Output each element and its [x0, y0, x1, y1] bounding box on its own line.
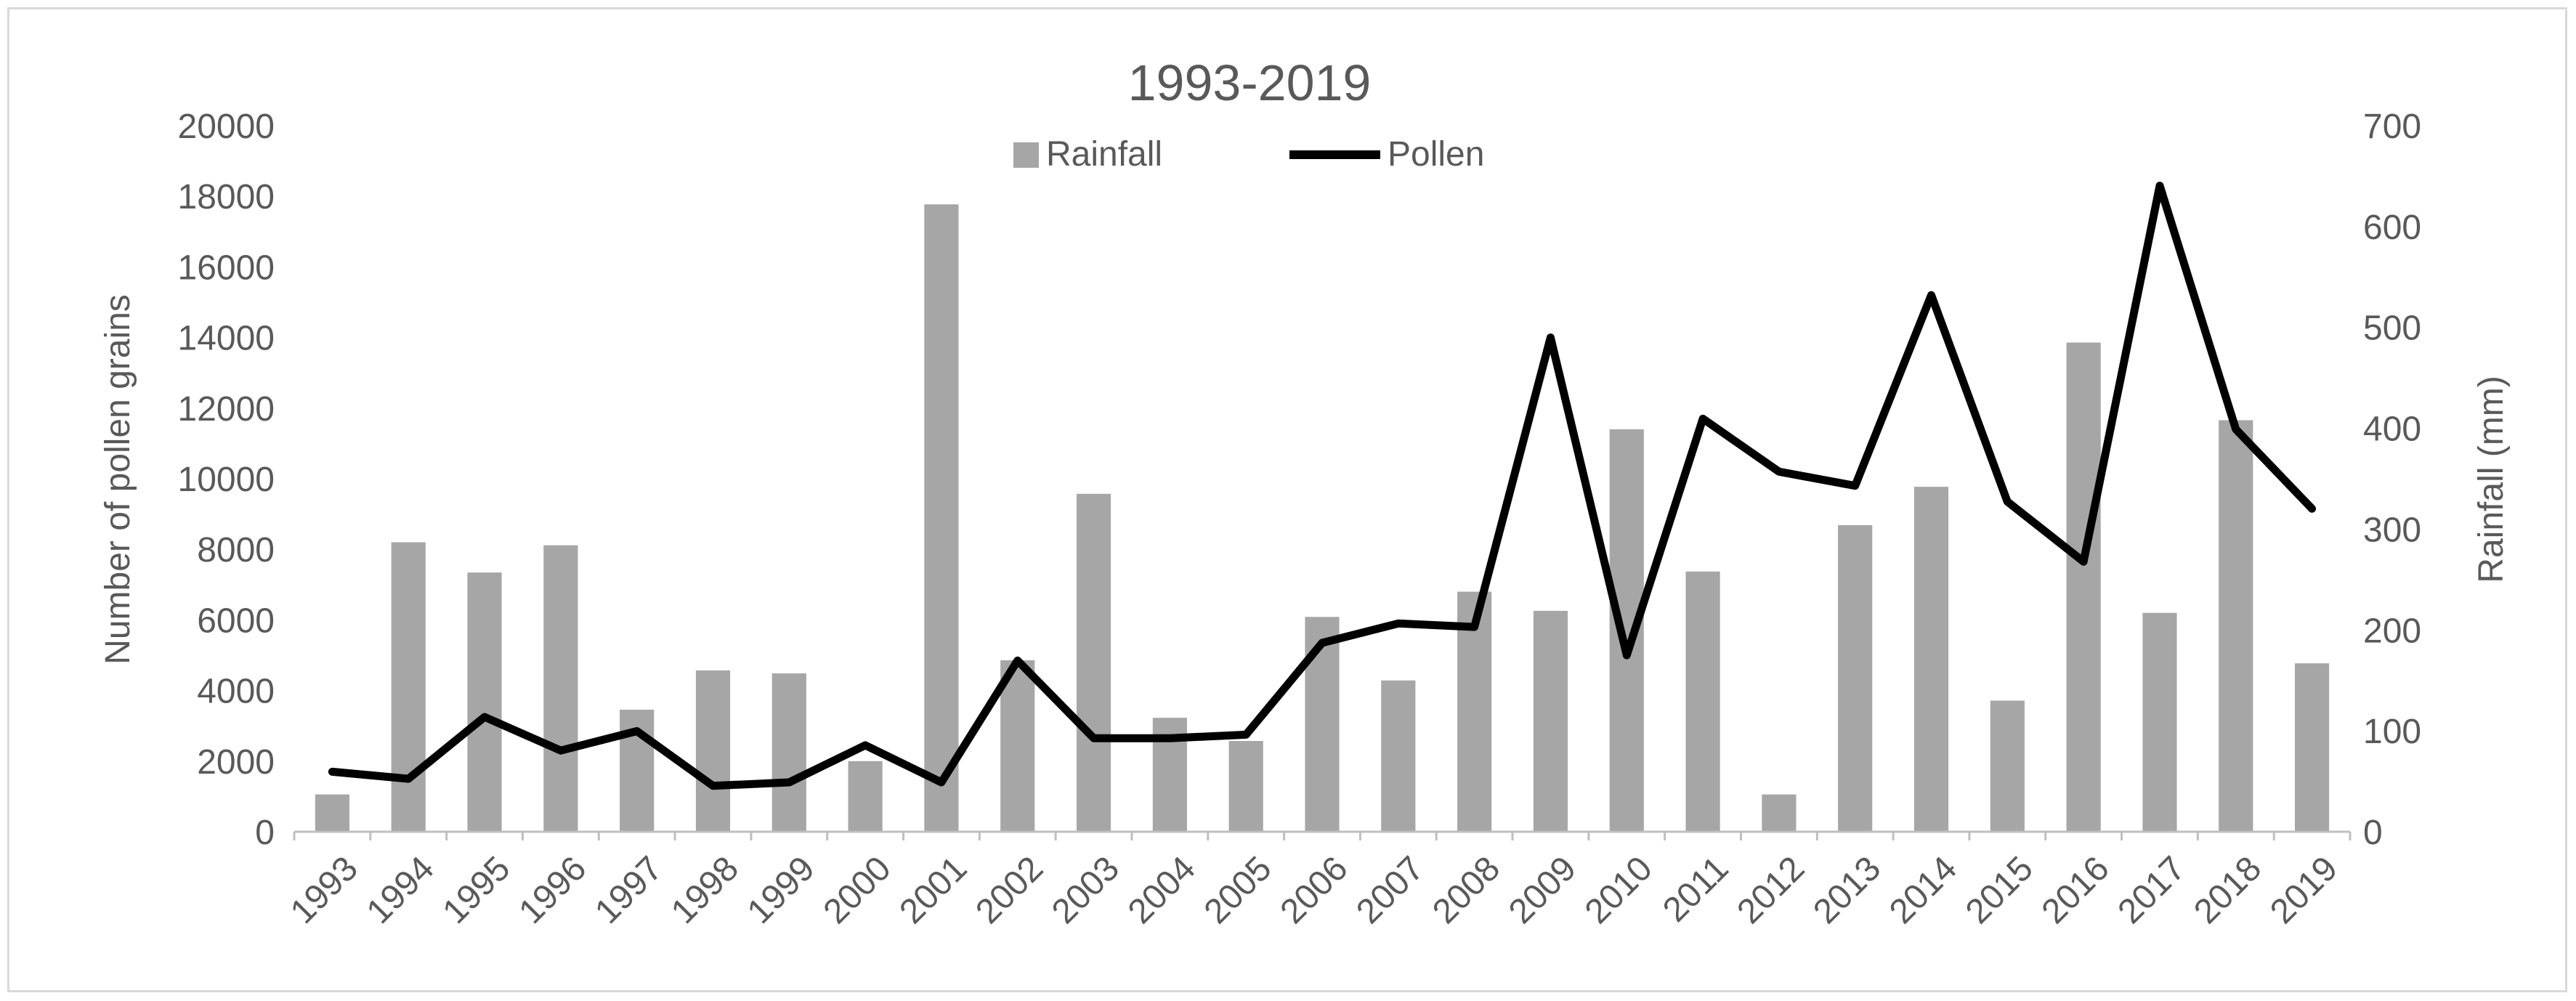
rainfall-bar-2016 — [2066, 342, 2101, 832]
right-axis-tick-label: 200 — [2363, 612, 2421, 650]
rainfall-bar-2012 — [1762, 794, 1797, 832]
legend-pollen-label: Pollen — [1388, 135, 1484, 174]
x-axis-label-2011: 2011 — [1656, 849, 1735, 929]
rainfall-bar-2003 — [1076, 493, 1111, 832]
right-axis-tick-label: 600 — [2363, 208, 2421, 247]
pollen-line — [328, 182, 2317, 790]
x-axis-label-2009: 2009 — [1502, 849, 1584, 931]
rainfall-bars — [315, 204, 2330, 832]
rainfall-bar-2001 — [924, 204, 959, 832]
chart-frame — [7, 7, 2567, 992]
left-axis-tick-label: 14000 — [178, 320, 275, 358]
left-axis-tick-label: 16000 — [178, 248, 275, 287]
rainfall-bar-1993 — [315, 794, 349, 832]
rainfall-bar-1994 — [391, 542, 426, 832]
left-axis-tick-label: 2000 — [197, 743, 275, 782]
x-axis-label-1996: 1996 — [511, 849, 594, 931]
x-axis-ticks — [293, 832, 2352, 840]
rainfall-bar-1996 — [543, 545, 578, 832]
right-axis-tick-label: 100 — [2363, 713, 2421, 751]
x-axis-label-2005: 2005 — [1197, 849, 1279, 931]
rainfall-bar-2009 — [1533, 610, 1568, 832]
x-axis-label-2015: 2015 — [1959, 849, 2041, 931]
rainfall-bar-2005 — [1228, 741, 1263, 832]
x-axis-label-2012: 2012 — [1730, 849, 1812, 931]
left-axis-tick-label: 8000 — [197, 531, 275, 570]
left-axis-tick-label: 20000 — [178, 108, 275, 146]
rainfall-bar-2000 — [848, 761, 883, 832]
x-axis-label-2016: 2016 — [2035, 849, 2117, 931]
rainfall-bar-2018 — [2219, 420, 2253, 832]
x-axis-label-2003: 2003 — [1045, 849, 1127, 931]
x-axis-label-2019: 2019 — [2263, 849, 2345, 931]
x-axis-label-1998: 1998 — [664, 849, 746, 931]
x-axis-label-2018: 2018 — [2187, 849, 2269, 931]
x-axis-label-1994: 1994 — [360, 849, 442, 931]
right-axis-title: Rainfall (mm) — [2472, 376, 2511, 583]
x-axis-label-2006: 2006 — [1273, 849, 1356, 931]
x-axis-label-2004: 2004 — [1121, 849, 1203, 931]
rainfall-bar-2013 — [1838, 524, 1873, 832]
x-axis-label-2008: 2008 — [1425, 849, 1507, 931]
x-axis-label-1995: 1995 — [436, 849, 518, 931]
legend-rainfall-label: Rainfall — [1046, 135, 1162, 174]
x-axis-label-2013: 2013 — [1806, 849, 1888, 931]
rainfall-bar-2007 — [1381, 680, 1416, 832]
left-axis-tick-label: 0 — [255, 814, 275, 852]
x-axis-label-2007: 2007 — [1349, 849, 1431, 931]
rainfall-bar-2019 — [2295, 663, 2330, 832]
right-axis-tick-label: 400 — [2363, 410, 2421, 449]
x-axis-label-2010: 2010 — [1578, 849, 1660, 931]
rainfall-bar-2017 — [2142, 612, 2177, 832]
right-axis-tick-label: 0 — [2363, 814, 2383, 852]
legend: Rainfall Pollen — [1013, 135, 1484, 174]
chart-title: 1993-2019 — [1128, 54, 1372, 111]
x-axis-label-1999: 1999 — [740, 849, 822, 931]
x-axis-label-2000: 2000 — [817, 849, 899, 931]
left-axis-tick-label: 10000 — [178, 461, 275, 499]
rainfall-bar-1999 — [771, 673, 806, 832]
pollen-series-line — [328, 182, 2317, 790]
x-axis-label-2014: 2014 — [1882, 849, 1964, 931]
right-axis-tick-label: 500 — [2363, 309, 2421, 348]
rainfall-bar-1995 — [467, 572, 502, 832]
x-axis-label-2017: 2017 — [2111, 849, 2193, 931]
rainfall-bar-2011 — [1685, 571, 1720, 832]
rainfall-bar-2008 — [1457, 591, 1492, 832]
x-axis-label-2002: 2002 — [968, 849, 1050, 931]
left-axis-tick-label: 18000 — [178, 178, 275, 216]
rainfall-bar-2014 — [1913, 487, 1949, 832]
left-axis-ticks: 0 2000 4000 6000 8000 10000 12000 14000 16000 180… — [178, 108, 275, 852]
right-axis-tick-label: 700 — [2363, 108, 2421, 146]
rainfall-bar-2002 — [1000, 660, 1035, 832]
x-axis-label-1997: 1997 — [588, 849, 670, 931]
left-axis-tick-label: 12000 — [178, 390, 275, 429]
rainfall-bar-2015 — [1990, 700, 2025, 832]
right-axis-ticks: 0 100 200 300 400 500 600 700 — [2363, 108, 2421, 852]
left-axis-title: Number of pollen grains — [99, 294, 137, 665]
x-axis-labels: 1993199419951996199719981999200020012002… — [283, 849, 2345, 931]
left-axis-tick-label: 4000 — [197, 673, 275, 711]
rainfall-bar-1998 — [695, 670, 731, 832]
right-axis-tick-label: 300 — [2363, 511, 2421, 549]
x-axis-label-2001: 2001 — [892, 849, 974, 931]
left-axis-tick-label: 6000 — [197, 601, 275, 640]
x-axis-label-1993: 1993 — [283, 849, 365, 931]
legend-rainfall-swatch — [1013, 142, 1039, 168]
